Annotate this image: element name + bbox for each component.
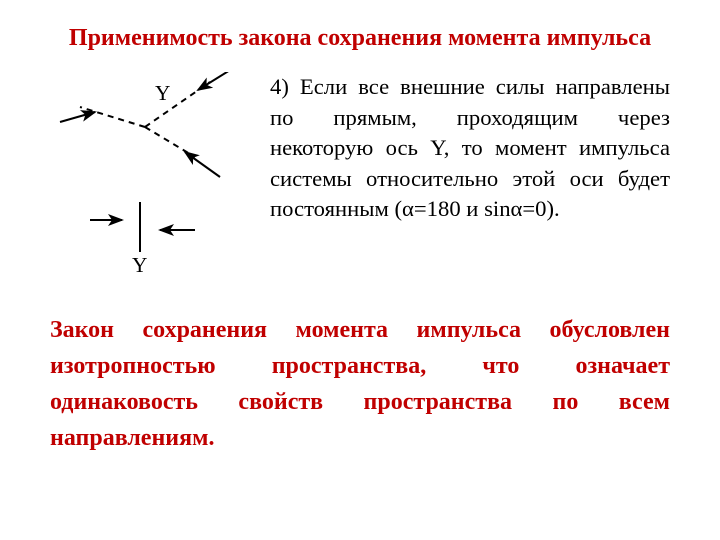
force-arrow (60, 112, 95, 122)
bottom-force-arrows (90, 220, 195, 230)
force-arrow (198, 72, 235, 90)
dashed-ray (80, 107, 145, 127)
body-paragraph: 4) Если все внешние силы направлены по п… (270, 72, 670, 225)
axis-label-bottom: Y (132, 253, 147, 277)
force-arrow (185, 152, 220, 177)
slide-page: Применимость закона сохранения момента и… (0, 0, 720, 540)
slide-title: Применимость закона сохранения момента и… (50, 25, 670, 52)
top-dashed-rays (80, 82, 210, 157)
content-row: Y Y 4) Если все внешние силы направлены … (50, 72, 670, 282)
axis-label-top: Y (155, 81, 170, 105)
diagram-container: Y Y (50, 72, 270, 282)
conclusion-paragraph: Закон сохранения момента импульса обусло… (50, 312, 670, 456)
diagram-svg: Y Y (50, 72, 270, 282)
dashed-ray (145, 127, 195, 157)
